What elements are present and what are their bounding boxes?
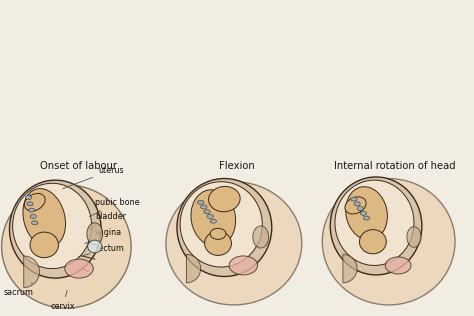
Ellipse shape	[23, 189, 65, 247]
Ellipse shape	[330, 177, 422, 275]
Ellipse shape	[27, 202, 33, 206]
Ellipse shape	[13, 183, 91, 269]
Ellipse shape	[346, 187, 387, 240]
Ellipse shape	[354, 202, 360, 206]
Text: bladder: bladder	[89, 212, 126, 229]
Ellipse shape	[351, 197, 357, 201]
Text: cervix: cervix	[51, 290, 75, 311]
Text: vagina: vagina	[85, 228, 122, 244]
Ellipse shape	[30, 232, 58, 258]
Ellipse shape	[335, 180, 414, 265]
Ellipse shape	[198, 200, 204, 204]
Ellipse shape	[24, 193, 45, 211]
Ellipse shape	[229, 256, 257, 275]
Ellipse shape	[385, 257, 411, 274]
Ellipse shape	[191, 190, 236, 246]
Ellipse shape	[210, 219, 217, 223]
Ellipse shape	[407, 227, 421, 247]
Ellipse shape	[87, 223, 103, 245]
Ellipse shape	[166, 182, 302, 305]
Ellipse shape	[209, 186, 240, 212]
Text: sacrum: sacrum	[3, 283, 33, 297]
Ellipse shape	[1, 185, 131, 308]
Text: Flexion: Flexion	[219, 161, 255, 171]
Text: Onset of labour: Onset of labour	[40, 161, 118, 171]
Ellipse shape	[177, 179, 272, 276]
Ellipse shape	[360, 211, 366, 215]
Ellipse shape	[65, 259, 93, 278]
Ellipse shape	[28, 208, 35, 212]
Ellipse shape	[359, 230, 386, 254]
Wedge shape	[24, 256, 39, 288]
Ellipse shape	[345, 197, 366, 214]
Ellipse shape	[210, 228, 226, 240]
Ellipse shape	[25, 196, 32, 199]
Wedge shape	[343, 254, 357, 283]
Text: pubic bone: pubic bone	[90, 198, 139, 217]
Ellipse shape	[204, 210, 210, 214]
Text: uterus: uterus	[63, 166, 124, 189]
Ellipse shape	[88, 240, 102, 253]
Ellipse shape	[30, 215, 36, 218]
Ellipse shape	[9, 180, 101, 278]
Wedge shape	[186, 254, 201, 283]
Text: Internal rotation of head: Internal rotation of head	[334, 161, 456, 171]
Ellipse shape	[207, 215, 213, 218]
Ellipse shape	[180, 182, 262, 267]
Text: rectum: rectum	[79, 244, 124, 257]
Ellipse shape	[357, 207, 364, 210]
Ellipse shape	[205, 231, 231, 255]
Ellipse shape	[253, 226, 269, 248]
Ellipse shape	[322, 179, 455, 305]
Ellipse shape	[364, 216, 370, 220]
Ellipse shape	[201, 205, 207, 209]
Ellipse shape	[32, 221, 38, 225]
